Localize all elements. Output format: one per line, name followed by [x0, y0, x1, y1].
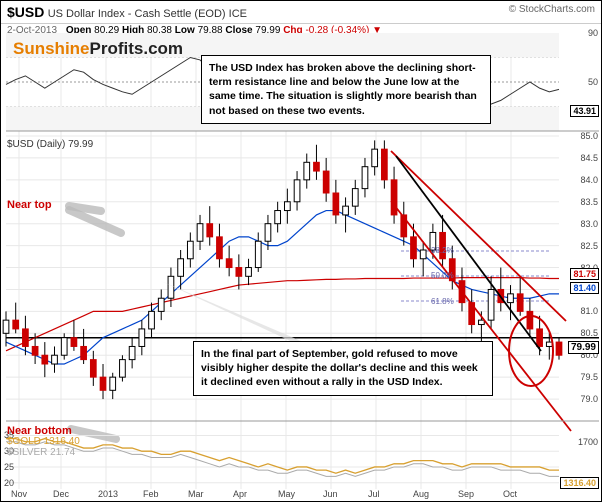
x-axis-label: Dec: [53, 489, 69, 499]
annotation-top: The USD Index has broken above the decli…: [201, 55, 491, 124]
rsi-ytick: 50: [588, 77, 598, 87]
main-ytick: 84.0: [580, 175, 598, 185]
main-ytick: 79.0: [580, 394, 598, 404]
gold-ytick-right: 1700: [578, 437, 598, 447]
watermark: SunshineProfits.com: [13, 39, 183, 59]
x-axis-label: Jul: [368, 489, 380, 499]
silver-label: $SILVER 21.74: [7, 447, 75, 458]
x-axis-label: Jun: [323, 489, 338, 499]
main-ytick: 84.5: [580, 153, 598, 163]
gold-ytick-left: 20: [4, 478, 14, 488]
fib-label: 50.0%: [431, 271, 454, 280]
main-ytick: 85.0: [580, 131, 598, 141]
x-axis-label: Sep: [458, 489, 474, 499]
x-axis-label: Mar: [188, 489, 204, 499]
main-panel-label: $USD (Daily) 79.99: [7, 139, 93, 150]
rsi-ytick: 90: [588, 28, 598, 38]
main-ytick: 79.5: [580, 372, 598, 382]
near-bottom-label: Near bottom: [7, 425, 72, 437]
x-axis-label: Oct: [503, 489, 517, 499]
chart-container: $USD US Dollar Index - Cash Settle (EOD)…: [0, 0, 602, 502]
x-axis-label: Aug: [413, 489, 429, 499]
price-tag: 81.75: [570, 268, 599, 280]
x-axis-label: Apr: [233, 489, 247, 499]
main-ytick: 82.5: [580, 241, 598, 251]
x-axis-label: May: [278, 489, 295, 499]
main-ytick: 83.0: [580, 219, 598, 229]
main-ytick: 80.5: [580, 328, 598, 338]
rsi-price-tag: 43.91: [570, 105, 599, 117]
near-top-label: Near top: [7, 199, 52, 211]
main-ytick: 83.5: [580, 197, 598, 207]
main-ytick: 81.0: [580, 306, 598, 316]
price-tag: 81.40: [570, 282, 599, 294]
annotation-bottom: In the final part of September, gold ref…: [193, 341, 493, 396]
x-axis-label: Feb: [143, 489, 159, 499]
fib-label: 61.8%: [431, 297, 454, 306]
x-axis-label: 2013: [98, 489, 118, 499]
price-tag: 79.99: [568, 341, 599, 354]
x-axis-label: Nov: [11, 489, 27, 499]
fib-label: 38.2%: [431, 246, 454, 255]
gold-price-tag: 1316.40: [560, 477, 599, 489]
gold-ytick-left: 25: [4, 462, 14, 472]
gold-label: $GOLD 1316.40: [7, 436, 80, 447]
